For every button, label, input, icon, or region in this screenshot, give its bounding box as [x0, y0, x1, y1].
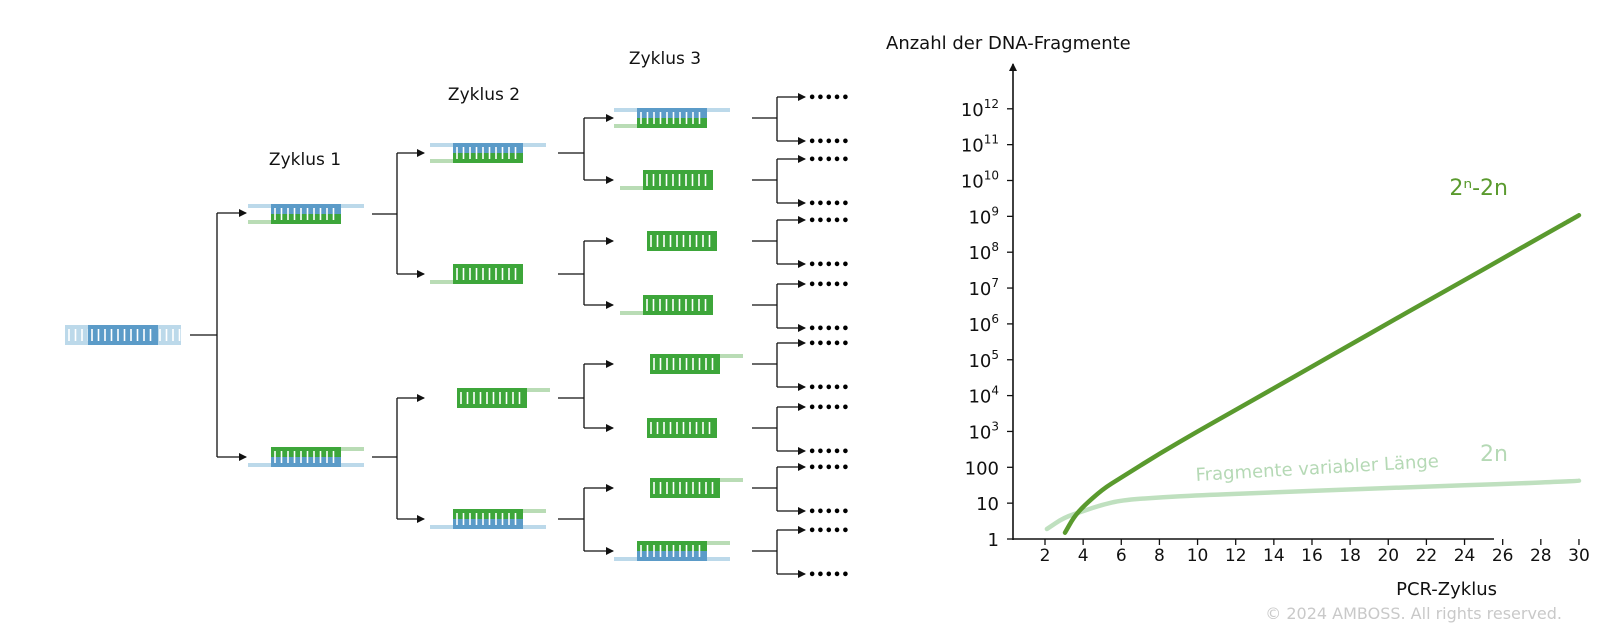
continuation-dots: ••••• — [808, 381, 850, 396]
dna-cycle3-5 — [650, 354, 743, 374]
tree-branch-lines — [190, 93, 806, 578]
dna-fragments — [65, 108, 743, 561]
y-tick-label: 100 — [965, 458, 999, 479]
y-tick-label: 104 — [968, 384, 999, 408]
series-label-2n-2n: 2ⁿ-2n — [1449, 176, 1508, 201]
y-tick-label: 108 — [968, 240, 999, 264]
continuation-dots: ••••• — [808, 197, 850, 212]
x-tick-label: 8 — [1154, 546, 1165, 566]
continuation-dots: ••••• — [808, 401, 850, 416]
dna-cycle2-a — [430, 143, 546, 163]
y-tick-label: 107 — [968, 276, 999, 300]
continuation-dots: ••••• — [808, 153, 850, 168]
y-tick-label: 103 — [968, 419, 999, 443]
continuation-dots: ••••• — [808, 322, 850, 337]
pcr-growth-chart: Anzahl der DNA-Fragmente PCR-Zyklus 1101… — [886, 33, 1590, 600]
dna-cycle3-4 — [620, 295, 713, 315]
continuation-dots: ••••• — [808, 337, 850, 352]
continuation-dots: ••••• — [808, 445, 850, 460]
x-tick-label: 18 — [1339, 546, 1361, 566]
x-ticks: 2 4 6 8 10 12 14 16 18 20 22 24 26 28 30 — [1040, 539, 1590, 566]
continuation-dots: ••••• — [808, 278, 850, 293]
y-tick-label: 1011 — [961, 133, 999, 157]
dna-cycle2-d — [430, 509, 546, 529]
y-tick-label: 10 — [976, 494, 999, 515]
dna-cycle3-6 — [647, 418, 717, 438]
dna-cycle3-1 — [614, 108, 730, 128]
copyright-notice: © 2024 AMBOSS. All rights reserved. — [1265, 604, 1562, 623]
y-tick-label: 1 — [988, 530, 999, 551]
x-tick-label: 16 — [1301, 546, 1323, 566]
pcr-amplification-tree: Zyklus 1 Zyklus 2 Zyklus 3 •••••••••••••… — [65, 49, 850, 583]
x-tick-label: 22 — [1416, 546, 1438, 566]
y-tick-label: 1012 — [961, 97, 999, 121]
y-tick-label: 106 — [968, 312, 999, 336]
x-tick-label: 28 — [1530, 546, 1552, 566]
x-tick-label: 4 — [1078, 546, 1089, 566]
y-tick-label: 1010 — [961, 169, 999, 193]
continuation-dots: ••••••••••••••••••••••••••••••••••••••••… — [808, 91, 850, 583]
y-axis-title: Anzahl der DNA-Fragmente — [886, 33, 1131, 54]
series-line-2n — [1044, 478, 1582, 532]
x-tick-label: 26 — [1492, 546, 1514, 566]
y-tick-label: 105 — [968, 348, 999, 372]
continuation-dots: ••••• — [808, 135, 850, 150]
series-line-2n-2n — [1062, 213, 1582, 535]
series-label-2n: 2n — [1480, 442, 1508, 467]
continuation-dots: ••••• — [808, 524, 850, 539]
cycle-label-2: Zyklus 2 — [448, 85, 520, 105]
y-ticks: 1 10 100 103 104 105 106 107 108 109 1010 1011 1012 — [961, 97, 1013, 551]
x-tick-label: 30 — [1568, 546, 1590, 566]
dna-cycle1-b — [248, 447, 364, 467]
cycle-label-3: Zyklus 3 — [629, 49, 701, 69]
continuation-dots: ••••• — [808, 258, 850, 273]
dna-cycle1-a — [248, 204, 364, 224]
x-tick-label: 24 — [1454, 546, 1476, 566]
continuation-dots: ••••• — [808, 505, 850, 520]
x-tick-label: 20 — [1377, 546, 1399, 566]
chart-series — [1044, 213, 1582, 535]
continuation-dots: ••••• — [808, 214, 850, 229]
series-annotation: Fragmente variabler Länge — [1195, 451, 1439, 486]
dna-cycle2-b — [430, 264, 523, 284]
continuation-dots: ••••• — [808, 461, 850, 476]
dna-cycle3-7 — [650, 478, 743, 498]
x-axis-title: PCR-Zyklus — [1396, 579, 1497, 600]
x-tick-label: 12 — [1225, 546, 1247, 566]
continuation-dots: ••••• — [808, 91, 850, 106]
cycle-label-1: Zyklus 1 — [269, 150, 341, 170]
dna-cycle3-8 — [614, 541, 730, 561]
x-tick-label: 2 — [1040, 546, 1051, 566]
x-tick-label: 6 — [1116, 546, 1127, 566]
dna-cycle2-c — [457, 388, 550, 408]
dna-original — [65, 325, 181, 345]
dna-cycle3-2 — [620, 170, 713, 190]
x-tick-label: 10 — [1187, 546, 1209, 566]
y-tick-label: 109 — [968, 204, 999, 228]
continuation-dots: ••••• — [808, 568, 850, 583]
x-tick-label: 14 — [1263, 546, 1285, 566]
dna-cycle3-3 — [647, 231, 717, 251]
